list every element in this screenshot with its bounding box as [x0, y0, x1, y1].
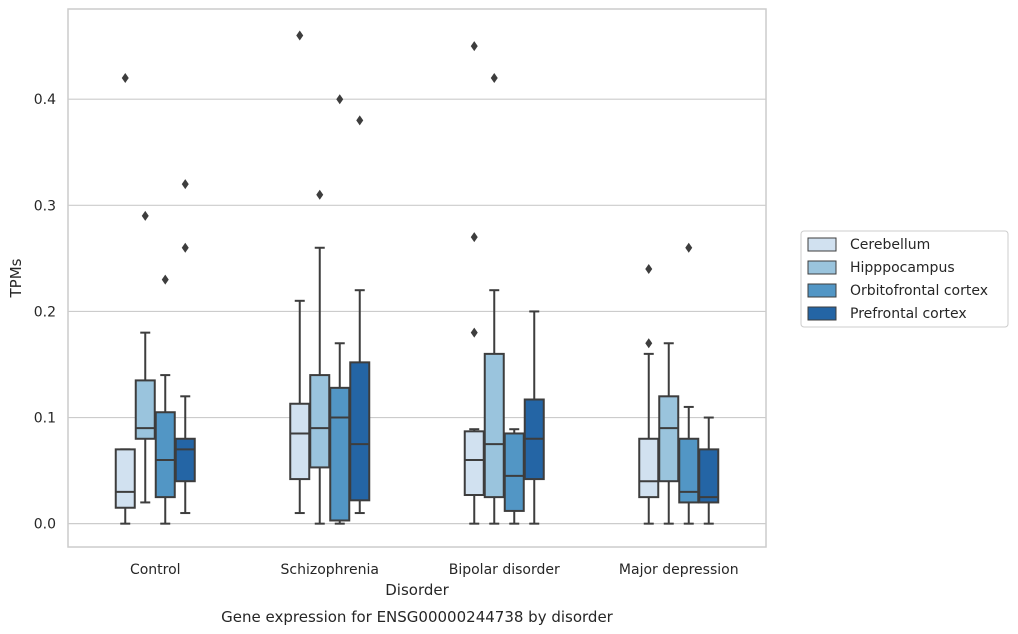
- box-cerebellum: [638, 263, 660, 525]
- box-iqr: [174, 437, 196, 483]
- box-orbitofrontal-cortex: [678, 242, 700, 525]
- box-orbitofrontal-cortex: [154, 274, 176, 525]
- legend-label: Orbitofrontal cortex: [850, 283, 988, 299]
- box-iqr: [329, 386, 351, 522]
- y-tick-label: 0.1: [34, 411, 56, 427]
- box-iqr: [289, 402, 311, 481]
- x-axis-label: Disorder: [385, 581, 449, 599]
- box-cerebellum: [114, 72, 136, 525]
- x-tick-label: Major depression: [619, 562, 739, 578]
- y-tick-label: 0.3: [34, 198, 56, 214]
- y-tick-label: 0.2: [34, 304, 56, 320]
- box-iqr: [154, 411, 176, 499]
- outlier-point: [356, 115, 364, 126]
- box-hipppocampus: [309, 189, 331, 525]
- plot-frame: [67, 8, 767, 548]
- outlier-point: [336, 94, 344, 105]
- box-orbitofrontal-cortex: [329, 94, 351, 525]
- outlier-point: [141, 210, 149, 221]
- x-tick-label: Bipolar disorder: [449, 562, 560, 578]
- outlier-point: [685, 242, 693, 253]
- legend-frame: [800, 230, 1009, 328]
- outlier-point: [470, 41, 478, 52]
- box-hipppocampus: [658, 342, 680, 525]
- box-cerebellum: [463, 41, 485, 525]
- outlier-point: [470, 327, 478, 338]
- outlier-point: [316, 189, 324, 200]
- x-tick-label: Schizophrenia: [281, 562, 379, 578]
- box-iqr: [698, 448, 720, 504]
- y-axis-label: TPMs: [7, 258, 25, 298]
- box-iqr: [309, 374, 331, 469]
- box-orbitofrontal-cortex: [503, 428, 525, 525]
- legend-swatch: [807, 283, 837, 298]
- box-prefrontal-cortex: [174, 179, 196, 515]
- box-hipppocampus: [134, 210, 156, 504]
- legend-items: Cerebellum Hipppocampus Orbitofrontal cort…: [807, 237, 988, 322]
- outlier-point: [490, 72, 498, 83]
- box-iqr: [463, 430, 485, 497]
- legend-label: Prefrontal cortex: [850, 306, 967, 322]
- box-iqr: [503, 432, 525, 512]
- outlier-point: [161, 274, 169, 285]
- box-iqr: [638, 437, 660, 499]
- box-cerebellum: [289, 30, 311, 515]
- legend-label: Hipppocampus: [850, 260, 955, 276]
- legend-swatch: [807, 260, 837, 275]
- outlier-point: [181, 242, 189, 253]
- box-iqr: [483, 352, 505, 499]
- legend-label: Cerebellum: [850, 237, 930, 253]
- box-hipppocampus: [483, 72, 505, 525]
- outlier-point: [121, 72, 129, 83]
- box-iqr: [134, 379, 156, 440]
- outlier-point: [645, 263, 653, 274]
- outlier-point: [181, 179, 189, 190]
- outlier-point: [296, 30, 304, 41]
- box-iqr: [349, 361, 371, 502]
- outlier-point: [645, 338, 653, 349]
- box-iqr: [658, 395, 680, 483]
- chart-caption: Gene expression for ENSG00000244738 by d…: [221, 608, 614, 626]
- y-tick-label: 0.0: [34, 517, 56, 533]
- box-iqr: [678, 437, 700, 504]
- x-axis-ticks: Control Schizophrenia Bipolar disorder Majo…: [130, 562, 739, 578]
- legend-swatch: [807, 306, 837, 321]
- box-prefrontal-cortex: [698, 416, 720, 525]
- box-prefrontal-cortex: [349, 115, 371, 515]
- y-tick-label: 0.4: [34, 92, 56, 108]
- x-tick-label: Control: [130, 562, 181, 578]
- legend: Cerebellum Hipppocampus Orbitofrontal cort…: [800, 230, 1009, 328]
- y-axis-ticks: 0.0 0.1 0.2 0.3 0.4: [34, 92, 56, 532]
- plot-boxes: [114, 30, 720, 525]
- box-prefrontal-cortex: [523, 310, 545, 525]
- box-iqr: [114, 448, 136, 509]
- legend-swatch: [807, 237, 837, 252]
- outlier-point: [470, 232, 478, 243]
